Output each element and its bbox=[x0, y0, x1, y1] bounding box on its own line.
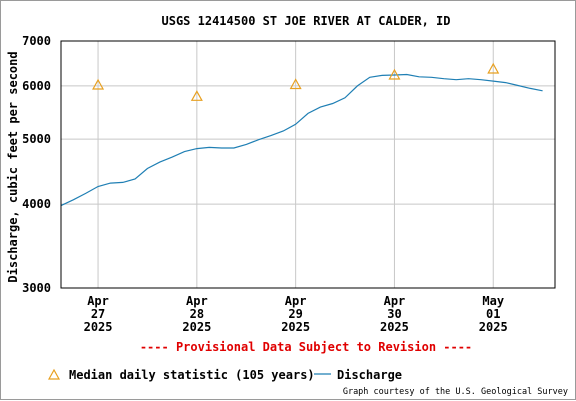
median-marker bbox=[92, 78, 105, 90]
x-tick-label: Apr bbox=[186, 294, 208, 308]
x-tick-label: Apr bbox=[285, 294, 307, 308]
legend-marker-swatch bbox=[47, 368, 61, 380]
x-tick-labels: Apr272025Apr282025Apr292025Apr302025May0… bbox=[84, 294, 508, 334]
x-tick-label: 28 bbox=[190, 307, 204, 321]
y-tick-labels: 3000 4000 5000 6000 7000 bbox=[22, 34, 51, 295]
credit-text: Graph courtesy of the U.S. Geological Su… bbox=[343, 387, 568, 397]
legend-median-label: Median daily statistic (105 years) bbox=[69, 368, 315, 382]
x-tick-label: Apr bbox=[87, 294, 109, 308]
median-marker bbox=[190, 90, 203, 101]
y-tick-label: 4000 bbox=[22, 197, 51, 211]
provisional-notice: ---- Provisional Data Subject to Revisio… bbox=[140, 340, 472, 354]
x-tick-label: 2025 bbox=[479, 320, 508, 334]
median-marker bbox=[289, 78, 302, 90]
x-tick-label: May bbox=[482, 294, 504, 308]
legend: Median daily statistic (105 years) Disch… bbox=[47, 368, 402, 382]
x-tick-label: 2025 bbox=[281, 320, 310, 334]
x-tick-label: 2025 bbox=[84, 320, 113, 334]
x-tick-label: 2025 bbox=[380, 320, 409, 334]
y-tick-label: 7000 bbox=[22, 34, 51, 48]
y-tick-label: 3000 bbox=[22, 281, 51, 295]
plot-area bbox=[61, 41, 555, 288]
x-tick-label: 29 bbox=[288, 307, 302, 321]
y-axis-label: Discharge, cubic feet per second bbox=[6, 51, 20, 282]
median-marker bbox=[487, 62, 500, 74]
chart-title: USGS 12414500 ST JOE RIVER AT CALDER, ID bbox=[162, 14, 451, 28]
x-tick-label: 30 bbox=[387, 307, 401, 321]
median-markers bbox=[92, 62, 500, 101]
plot-border bbox=[60, 40, 556, 289]
x-tick-label: 27 bbox=[91, 307, 105, 321]
discharge-series-line bbox=[60, 73, 543, 207]
x-tick-label: Apr bbox=[384, 294, 406, 308]
median-marker bbox=[388, 68, 401, 80]
y-tick-label: 5000 bbox=[22, 132, 51, 146]
y-tick-label: 6000 bbox=[22, 79, 51, 93]
x-tick-label: 2025 bbox=[182, 320, 211, 334]
x-tick-label: 01 bbox=[486, 307, 500, 321]
legend-discharge-label: Discharge bbox=[337, 368, 402, 382]
